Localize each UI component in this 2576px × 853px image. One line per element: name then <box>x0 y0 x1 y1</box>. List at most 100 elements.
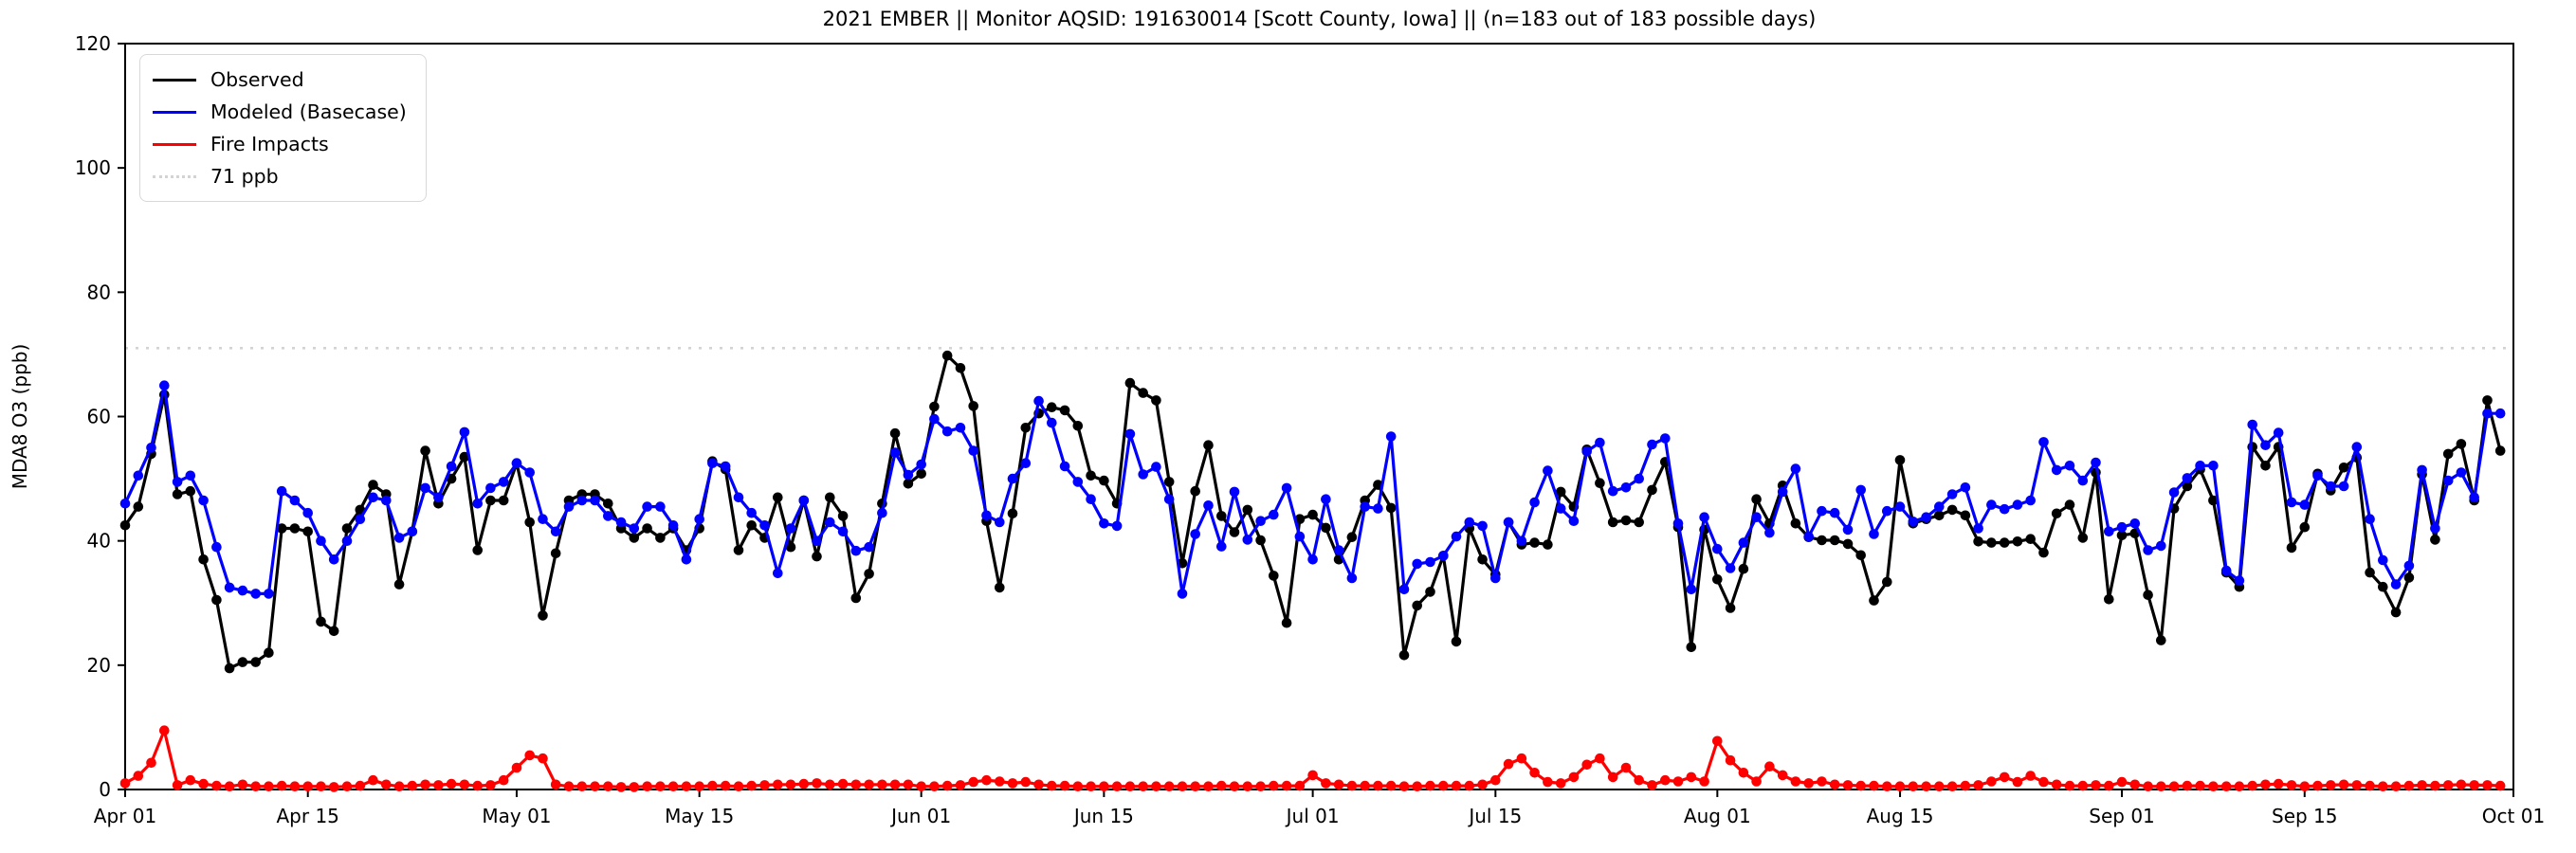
modeled-marker <box>433 492 444 503</box>
x-tick-label: Apr 15 <box>277 805 339 827</box>
modeled-marker <box>2064 461 2075 471</box>
fire-marker <box>850 779 862 790</box>
fire-marker <box>1373 780 1383 791</box>
fire-marker <box>446 778 457 789</box>
fire-marker <box>1477 779 1488 790</box>
fire-marker <box>1124 781 1136 791</box>
modeled-marker <box>1620 482 1632 493</box>
modeled-marker <box>2234 575 2245 586</box>
observed-marker <box>2051 508 2062 519</box>
plot-frame <box>124 43 2514 790</box>
modeled-marker <box>850 545 862 556</box>
modeled-marker <box>1360 501 1370 512</box>
modeled-marker <box>2195 461 2205 471</box>
fire-marker <box>773 779 783 790</box>
fire-marker <box>2430 780 2440 791</box>
modeled-marker <box>1973 523 1983 534</box>
observed-marker <box>1398 650 1410 661</box>
observed-marker <box>1477 554 1488 565</box>
modeled-marker <box>2312 470 2323 481</box>
modeled-marker <box>2247 419 2257 430</box>
observed-marker <box>420 445 430 456</box>
fire-marker <box>681 781 692 791</box>
observed-marker <box>1986 537 1997 548</box>
modeled-marker <box>1451 531 1462 542</box>
observed-marker <box>1321 522 1331 534</box>
observed-marker <box>1712 574 1723 585</box>
modeled-marker <box>2430 523 2440 534</box>
fire-marker <box>1699 776 1709 787</box>
modeled-marker <box>773 568 783 579</box>
observed-marker <box>916 468 926 480</box>
observed-marker <box>1960 510 1971 521</box>
observed-marker <box>1047 402 1057 413</box>
modeled-marker <box>341 535 353 546</box>
fire-marker <box>2156 781 2166 791</box>
observed-marker <box>2378 581 2388 592</box>
fire-marker <box>328 782 339 792</box>
fire-marker <box>1946 781 1958 791</box>
modeled-marker <box>159 380 170 391</box>
fire-marker <box>224 781 235 791</box>
fire-marker <box>1151 781 1161 791</box>
fire-marker <box>1503 758 1514 770</box>
fire-marker <box>1242 781 1253 791</box>
modeled-marker <box>615 517 627 528</box>
fire-marker <box>2482 780 2493 790</box>
observed-marker <box>929 401 940 412</box>
modeled-marker <box>1634 473 1644 484</box>
fire-marker <box>1294 780 1306 791</box>
threshold-line-swatch <box>153 174 196 178</box>
modeled-marker <box>1699 512 1709 522</box>
modeled-marker <box>2051 464 2062 476</box>
modeled-marker <box>2365 514 2375 524</box>
fire-marker <box>1803 778 1814 789</box>
legend-label-fire: Fire Impacts <box>210 133 329 155</box>
modeled-marker <box>1151 462 1161 472</box>
fire-marker <box>433 780 444 790</box>
y-tick-label: 0 <box>99 778 111 801</box>
modeled-marker <box>941 426 953 437</box>
observed-marker <box>550 548 561 559</box>
modeled-marker <box>1255 516 1266 526</box>
y-axis-title: MDA8 O3 (ppb) <box>9 344 31 490</box>
x-tick-label: Jul 01 <box>1285 805 1340 827</box>
fire-marker <box>1412 781 1422 791</box>
fire-marker <box>1269 780 1279 791</box>
observed-marker <box>172 489 183 499</box>
modeled-marker <box>289 495 301 506</box>
observed-marker <box>785 541 796 553</box>
modeled-marker <box>133 470 144 481</box>
observed-marker <box>889 427 901 439</box>
observed-marker <box>1072 421 1084 431</box>
fire-marker <box>250 781 262 791</box>
modeled-marker <box>1438 551 1449 561</box>
modeled-marker <box>2378 554 2388 566</box>
observed-marker <box>1020 423 1032 433</box>
observed-marker <box>2260 461 2271 471</box>
modeled-marker <box>1059 461 1070 472</box>
modeled-marker <box>498 477 509 487</box>
fire-marker <box>2273 778 2284 789</box>
modeled-marker <box>1647 439 1657 450</box>
modeled-marker <box>995 517 1005 528</box>
fire-marker <box>2403 780 2415 791</box>
modeled-marker <box>368 492 378 503</box>
modeled-marker <box>381 495 392 506</box>
modeled-marker <box>2482 408 2493 419</box>
legend-label-threshold: 71 ppb <box>210 165 279 188</box>
fire-marker <box>1516 753 1527 764</box>
modeled-marker <box>550 526 561 537</box>
fire-marker <box>707 780 718 791</box>
x-tick-label: May 01 <box>482 805 551 827</box>
modeled-marker <box>1425 556 1435 568</box>
observed-marker <box>2482 395 2493 406</box>
modeled-marker <box>642 501 652 512</box>
modeled-marker <box>2129 518 2141 529</box>
observed-marker <box>2403 572 2415 583</box>
modeled-marker <box>681 554 692 565</box>
observed-marker <box>2143 590 2153 600</box>
observed-marker <box>289 523 301 534</box>
